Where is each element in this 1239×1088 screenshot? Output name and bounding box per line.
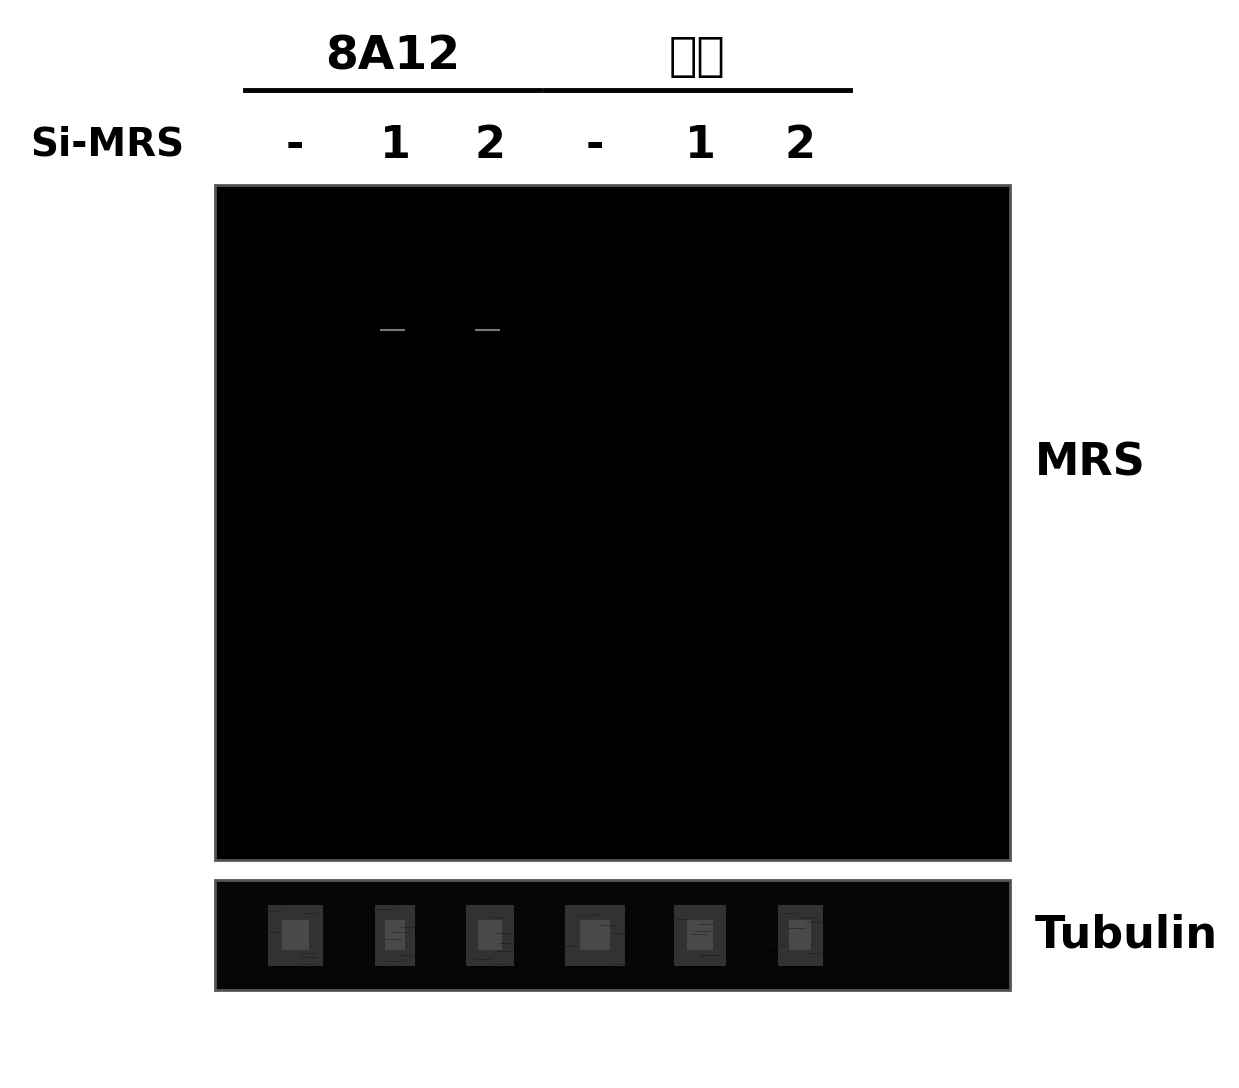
Bar	[674, 905, 726, 965]
Bar	[466, 905, 514, 965]
Text: 1: 1	[684, 124, 715, 166]
Bar	[216, 880, 1010, 990]
Bar	[216, 185, 1010, 860]
Bar	[282, 920, 309, 950]
Text: 2: 2	[784, 124, 815, 166]
Text: Tubulin: Tubulin	[1035, 914, 1218, 956]
Bar	[385, 920, 405, 950]
Bar	[789, 920, 812, 950]
Text: 2: 2	[475, 124, 506, 166]
Text: -: -	[286, 124, 305, 166]
Bar	[268, 905, 323, 965]
Bar	[686, 920, 712, 950]
Text: 8A12: 8A12	[325, 35, 460, 81]
Bar	[580, 920, 610, 950]
Bar	[565, 905, 624, 965]
Bar	[478, 920, 502, 950]
Bar	[778, 905, 823, 965]
Text: MRS: MRS	[1035, 441, 1146, 484]
Text: 1: 1	[379, 124, 410, 166]
Bar	[375, 905, 415, 965]
Text: -: -	[586, 124, 605, 166]
Text: 市賣: 市賣	[669, 35, 726, 81]
Text: Si-MRS: Si-MRS	[30, 126, 185, 164]
